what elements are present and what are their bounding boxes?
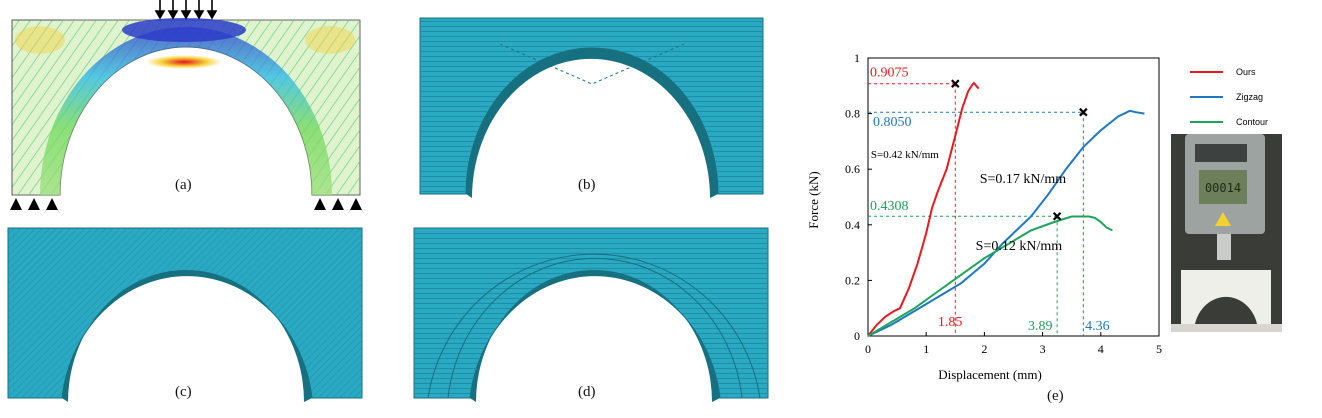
legend-label-zigzag: Zigzag (1236, 92, 1263, 102)
failure-marker (1052, 211, 1062, 221)
y-tick-label: 0.8 (845, 107, 860, 121)
y-tick-label: 0 (854, 329, 860, 343)
y-tick-label: 0.2 (845, 273, 860, 287)
chart-legend: Ours Zigzag Contour (1190, 67, 1268, 127)
caption-d: (d) (578, 384, 596, 400)
x-tick-label: 3 (1040, 342, 1046, 356)
stiffness-label-ours: S=0.42 kN/mm (871, 149, 939, 161)
legend-label-contour: Contour (1236, 117, 1268, 127)
caption-e: (e) (1047, 388, 1064, 404)
series-line-ours (867, 81, 980, 337)
y-axis-label: Force (kN) (806, 171, 821, 228)
y-tick-label: 0.6 (845, 162, 860, 176)
x-tick-label: 2 (981, 342, 987, 356)
peak-label-ours: 0.9075 (870, 66, 909, 81)
stiffness-label-contour: S=0.12 kN/mm (976, 239, 1063, 254)
series-line-zigzag (867, 109, 1145, 337)
series-line-contour (867, 215, 1113, 337)
peak-label-zigzag: 0.8050 (873, 115, 912, 130)
y-tick-label: 0.4 (845, 218, 860, 232)
support-triangles-icon (10, 198, 362, 210)
x-tick-label: 1 (923, 342, 929, 356)
y-tick-label: 1 (854, 51, 860, 65)
gauge-display: 00014 (1205, 181, 1241, 195)
x-tick-label: 0 (865, 342, 871, 356)
caption-a: (a) (175, 177, 192, 193)
displacement-label-contour: 3.89 (1028, 319, 1053, 334)
x-axis-label: Displacement (mm) (938, 367, 1042, 382)
legend-label-ours: Ours (1236, 67, 1256, 77)
failure-marker (1079, 107, 1088, 117)
displacement-label-ours: 1.85 (938, 315, 963, 330)
panel-d-toolpath (413, 227, 769, 402)
panel-b-toolpath (419, 17, 764, 198)
panel-c-toolpath (7, 227, 363, 402)
displacement-label-zigzag: 4.36 (1085, 319, 1110, 334)
plot-frame (867, 57, 1160, 337)
failure-marker (951, 79, 960, 88)
caption-b: (b) (578, 177, 596, 193)
force-displacement-chart: 0 1 2 3 4 5 0 0.2 0.4 0.6 0.8 1 0.9075 0.8050 0.4308… (806, 51, 1162, 382)
stiffness-label-zigzag: S=0.17 kN/mm (980, 172, 1067, 187)
warning-icon (1215, 212, 1231, 226)
caption-c: (c) (175, 384, 192, 400)
x-tick-label: 5 (1156, 342, 1162, 356)
load-arrows-icon (154, 0, 218, 20)
peak-label-contour: 0.4308 (870, 199, 909, 214)
x-tick-label: 4 (1098, 342, 1104, 356)
test-setup-photo: 00014 (1171, 134, 1282, 332)
panel-a-stress-field (10, 0, 362, 210)
